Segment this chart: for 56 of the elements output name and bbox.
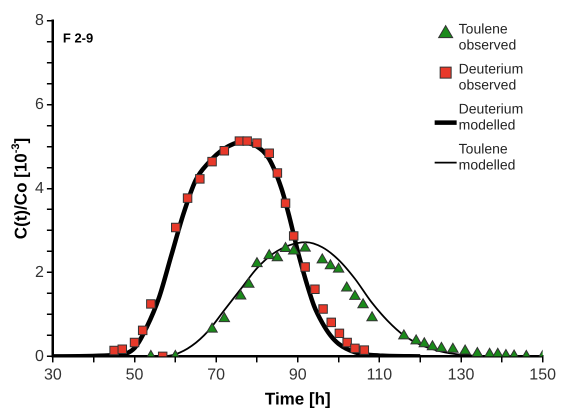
x-tick-label: 90: [288, 366, 307, 384]
point: [398, 329, 410, 340]
annotation: F 2-9: [62, 30, 94, 46]
x-tick-label: 30: [44, 366, 62, 384]
point: [447, 342, 459, 353]
point: [218, 312, 230, 322]
legend-label: Deuterium observed: [458, 60, 524, 92]
point: [366, 311, 378, 322]
point: [316, 253, 328, 264]
point: [310, 284, 320, 294]
point: [418, 337, 430, 348]
point: [182, 193, 192, 203]
point: [272, 251, 284, 262]
point: [288, 231, 298, 241]
y-tick-label: 6: [34, 96, 44, 113]
point: [436, 342, 448, 352]
y-tick-label: 8: [34, 12, 44, 30]
point: [234, 289, 246, 300]
point: [243, 278, 254, 288]
point: [410, 334, 422, 344]
point: [341, 281, 352, 292]
y-tick-label: 2: [34, 264, 44, 281]
point: [357, 298, 369, 308]
point: [332, 262, 344, 273]
point: [288, 244, 300, 255]
y-tick-label: 0: [34, 348, 44, 365]
x-tick-label: 50: [126, 366, 144, 384]
point: [252, 138, 262, 148]
point: [264, 249, 275, 260]
point: [459, 344, 471, 354]
x-tick-label: 150: [529, 366, 556, 384]
point: [220, 146, 230, 156]
point: [280, 242, 292, 252]
point: [207, 156, 217, 166]
point: [299, 242, 311, 252]
point: [242, 136, 252, 146]
point: [324, 259, 336, 270]
point: [280, 198, 290, 208]
point: [300, 262, 310, 272]
point: [264, 148, 274, 158]
point: [349, 290, 361, 300]
x-axis-title: Time [h]: [264, 389, 331, 408]
legend-label: Toulene observed: [458, 20, 516, 52]
point: [426, 340, 438, 350]
point: [206, 322, 218, 333]
y-tick-label: 4: [34, 180, 44, 197]
x-tick-label: 70: [207, 366, 226, 384]
x-tick-label: 130: [448, 366, 474, 384]
x-tick-label: 110: [366, 366, 392, 384]
point: [195, 174, 205, 184]
point: [251, 257, 263, 268]
y-axis-title: C(t)/Co [10-3]: [10, 138, 31, 240]
legend-label: Toulene modelled: [458, 140, 516, 172]
point: [171, 222, 180, 232]
point: [272, 168, 282, 178]
legend-label: Deuterium modelled: [458, 100, 524, 132]
